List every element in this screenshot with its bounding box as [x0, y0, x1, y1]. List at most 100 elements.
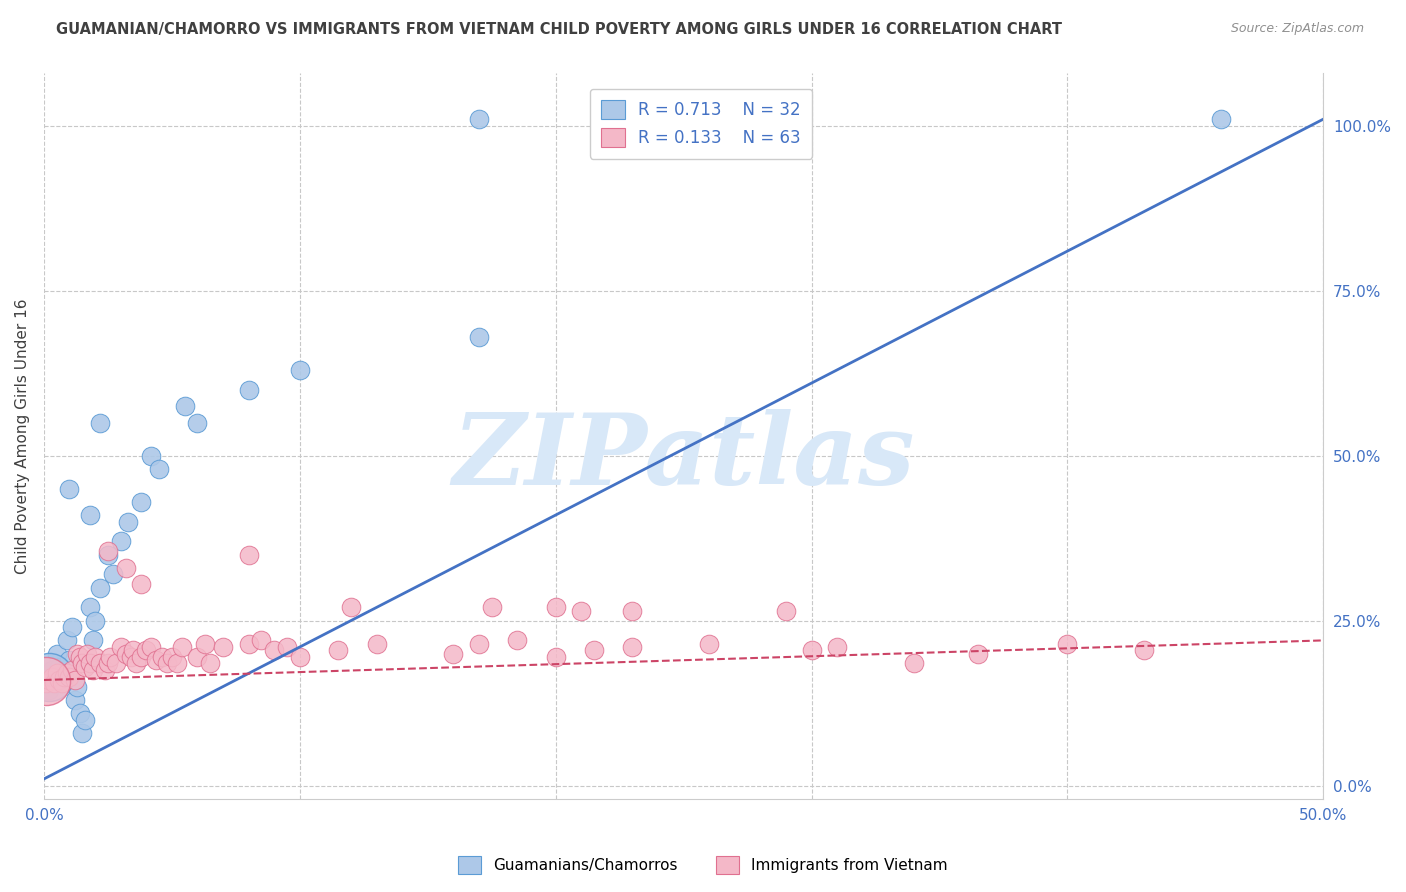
Point [66, 647, 89, 661]
Point [73, 713, 96, 727]
Point [89, 657, 111, 671]
Point [56, 666, 79, 681]
Point [1133, 643, 1156, 657]
Point [35, 676, 58, 690]
Point [468, 330, 491, 344]
Point [544, 600, 567, 615]
Point [250, 633, 273, 648]
Point [238, 383, 260, 397]
Point [48, 673, 70, 687]
Point [160, 649, 183, 664]
Point [76, 647, 98, 661]
Point [79, 508, 101, 522]
Point [122, 643, 145, 657]
Point [73, 660, 96, 674]
Point [60, 620, 83, 634]
Point [506, 633, 529, 648]
Point [166, 657, 188, 671]
Point [148, 462, 170, 476]
Point [141, 449, 163, 463]
Point [35, 674, 58, 689]
Point [51, 676, 73, 690]
Point [38, 682, 60, 697]
Point [129, 649, 152, 664]
Point [186, 649, 208, 664]
Point [340, 600, 363, 615]
Point [94, 663, 117, 677]
Point [800, 643, 823, 657]
Point [104, 657, 127, 671]
Point [45, 647, 67, 661]
Point [42, 673, 65, 687]
Point [63, 673, 86, 687]
Point [1209, 112, 1232, 127]
Point [170, 640, 193, 654]
Point [366, 637, 388, 651]
Point [48, 660, 70, 674]
Point [481, 600, 503, 615]
Point [82, 633, 104, 648]
Point [903, 657, 925, 671]
Point [69, 706, 91, 720]
Point [66, 680, 89, 694]
Point [468, 637, 491, 651]
Point [1056, 637, 1078, 651]
Point [53, 666, 76, 681]
Point [582, 643, 605, 657]
Point [63, 693, 86, 707]
Legend: R = 0.713    N = 32, R = 0.133    N = 63: R = 0.713 N = 32, R = 0.133 N = 63 [589, 88, 813, 159]
Point [156, 657, 179, 671]
Point [129, 495, 152, 509]
Point [45, 666, 67, 681]
Point [97, 544, 120, 558]
Point [89, 581, 111, 595]
Point [173, 399, 195, 413]
Point [97, 657, 120, 671]
Point [72, 725, 94, 739]
Point [38, 670, 60, 684]
Point [117, 515, 139, 529]
Point [38, 673, 60, 687]
Point [114, 561, 136, 575]
Point [966, 647, 988, 661]
Y-axis label: Child Poverty Among Girls Under 16: Child Poverty Among Girls Under 16 [15, 298, 30, 574]
Point [42, 676, 65, 690]
Point [328, 643, 350, 657]
Point [212, 640, 235, 654]
Point [82, 663, 104, 677]
Point [79, 657, 101, 671]
Point [621, 640, 644, 654]
Point [58, 653, 80, 667]
Point [51, 676, 73, 690]
Point [60, 663, 83, 677]
Text: ZIPatlas: ZIPatlas [453, 409, 915, 506]
Point [125, 657, 148, 671]
Point [135, 643, 157, 657]
Point [186, 416, 208, 430]
Point [238, 637, 260, 651]
Point [110, 534, 132, 549]
Point [238, 548, 260, 562]
Text: Source: ZipAtlas.com: Source: ZipAtlas.com [1230, 22, 1364, 36]
Point [58, 670, 80, 684]
Point [114, 647, 136, 661]
Point [120, 649, 142, 664]
Point [200, 657, 222, 671]
Point [775, 604, 797, 618]
Point [194, 637, 217, 651]
Point [621, 604, 644, 618]
Point [41, 670, 63, 684]
Point [84, 649, 107, 664]
Point [89, 416, 111, 430]
Point [569, 604, 592, 618]
Point [58, 482, 80, 496]
Point [129, 577, 152, 591]
Point [288, 363, 311, 377]
Point [288, 649, 311, 664]
Point [697, 637, 720, 651]
Point [145, 653, 167, 667]
Point [84, 614, 107, 628]
Point [72, 657, 94, 671]
Point [263, 643, 285, 657]
Legend: Guamanians/Chamorros, Immigrants from Vietnam: Guamanians/Chamorros, Immigrants from Vi… [453, 850, 953, 880]
